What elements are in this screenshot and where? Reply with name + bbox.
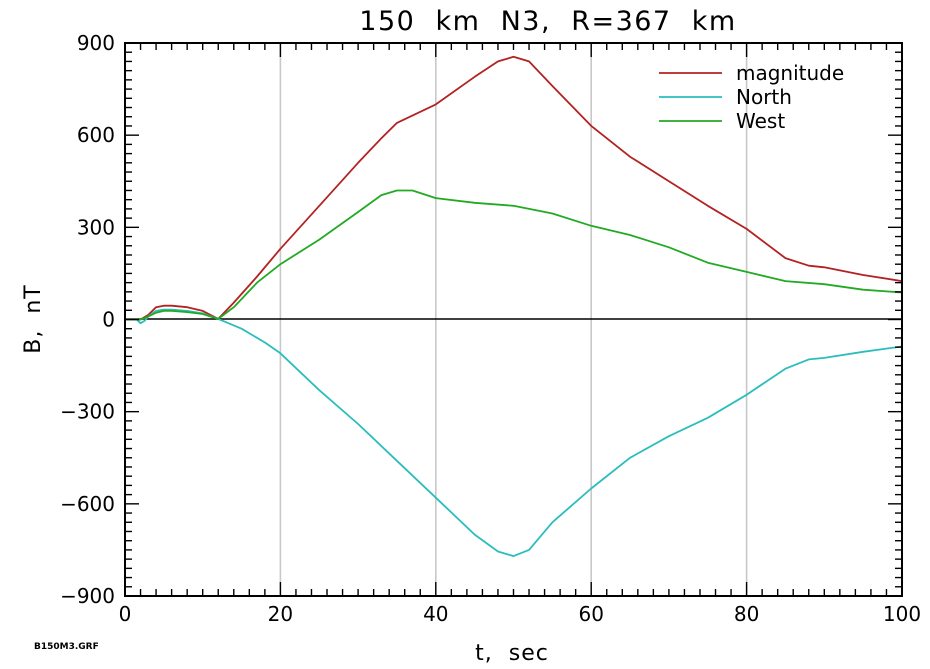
x-tick-label: 80 <box>734 602 759 626</box>
tick-labels: 0 20 40 60 80 100 −900 −600 −300 0 300 600 900 <box>60 31 921 626</box>
series-line-west <box>125 189 903 321</box>
legend-label: magnitude <box>736 61 844 85</box>
x-axis-label: t, sec <box>475 641 549 666</box>
legend-label: North <box>736 85 792 109</box>
series-group <box>125 55 903 557</box>
ticks <box>124 42 903 597</box>
x-tick-label: 60 <box>578 602 603 626</box>
x-tick-label: 100 <box>883 602 921 626</box>
series-line-magnitude <box>125 55 903 321</box>
x-tick-label: 0 <box>119 602 132 626</box>
file-name-footnote: B150M3.GRF <box>34 642 99 652</box>
series-line-north <box>125 308 903 557</box>
y-tick-label: −300 <box>60 400 115 424</box>
legend-label: West <box>736 109 785 133</box>
y-axis-label: B, nT <box>21 284 46 353</box>
chart-title: 150 km N3, R=367 km <box>359 6 736 37</box>
y-tick-label: 0 <box>102 308 115 332</box>
x-tick-label: 40 <box>423 602 448 626</box>
y-tick-label: 600 <box>77 123 115 147</box>
y-tick-label: 300 <box>77 215 115 239</box>
y-tick-label: −900 <box>60 584 115 608</box>
y-tick-label: −600 <box>60 492 115 516</box>
x-tick-label: 20 <box>268 602 293 626</box>
y-tick-label: 900 <box>77 31 115 55</box>
